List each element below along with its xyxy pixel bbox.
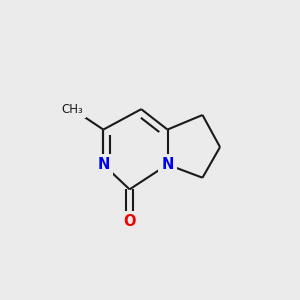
Text: CH₃: CH₃ <box>62 103 84 116</box>
Text: N: N <box>161 157 174 172</box>
Text: N: N <box>97 157 110 172</box>
Text: O: O <box>123 214 136 229</box>
